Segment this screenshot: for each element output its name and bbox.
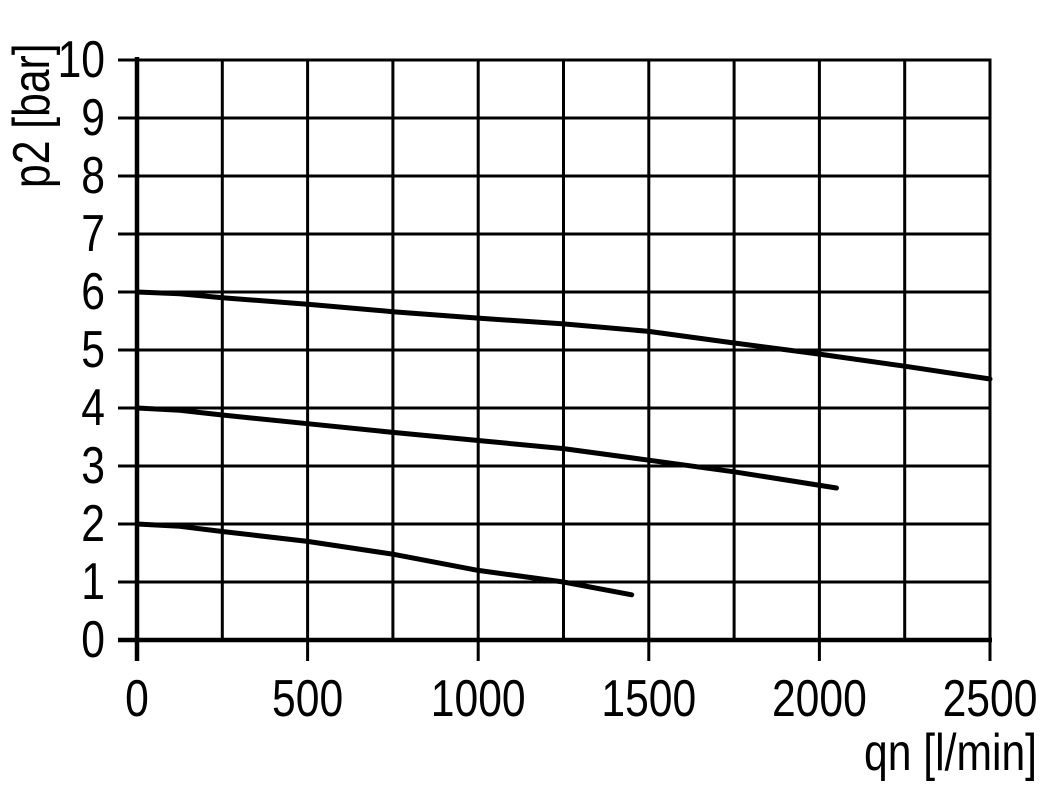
y-tick-label: 0: [81, 611, 105, 669]
y-tick-label: 9: [81, 89, 105, 147]
p2-6bar-curve: [134, 289, 993, 382]
y-tick-label: 7: [81, 205, 105, 263]
x-tick-label: 2000: [772, 670, 867, 728]
x-tick-labels: 0 500 1000 1500 2000 2500: [125, 670, 1037, 728]
y-axis-label: p2 [bar]: [3, 43, 61, 188]
y-tick-label: 10: [58, 31, 105, 89]
y-tick-label: 2: [81, 495, 105, 553]
curves: [134, 289, 993, 598]
y-tick-label: 1: [81, 553, 105, 611]
y-tick-label: 6: [81, 263, 105, 321]
y-tick-label: 3: [81, 437, 105, 495]
p2-2bar-curve: [134, 521, 635, 598]
x-axis-label: qn [l/min]: [864, 724, 1037, 782]
y-tick-label: 8: [81, 147, 105, 205]
y-tick-label: 4: [81, 379, 105, 437]
x-tick-label: 1000: [431, 670, 526, 728]
x-tick-label: 2500: [943, 670, 1038, 728]
y-tick-label: 5: [81, 321, 105, 379]
p2-4bar-curve: [134, 405, 839, 491]
x-tick-label: 500: [272, 670, 343, 728]
x-tick-label: 1500: [601, 670, 696, 728]
x-tick-label: 0: [125, 670, 149, 728]
axes: [118, 57, 992, 661]
